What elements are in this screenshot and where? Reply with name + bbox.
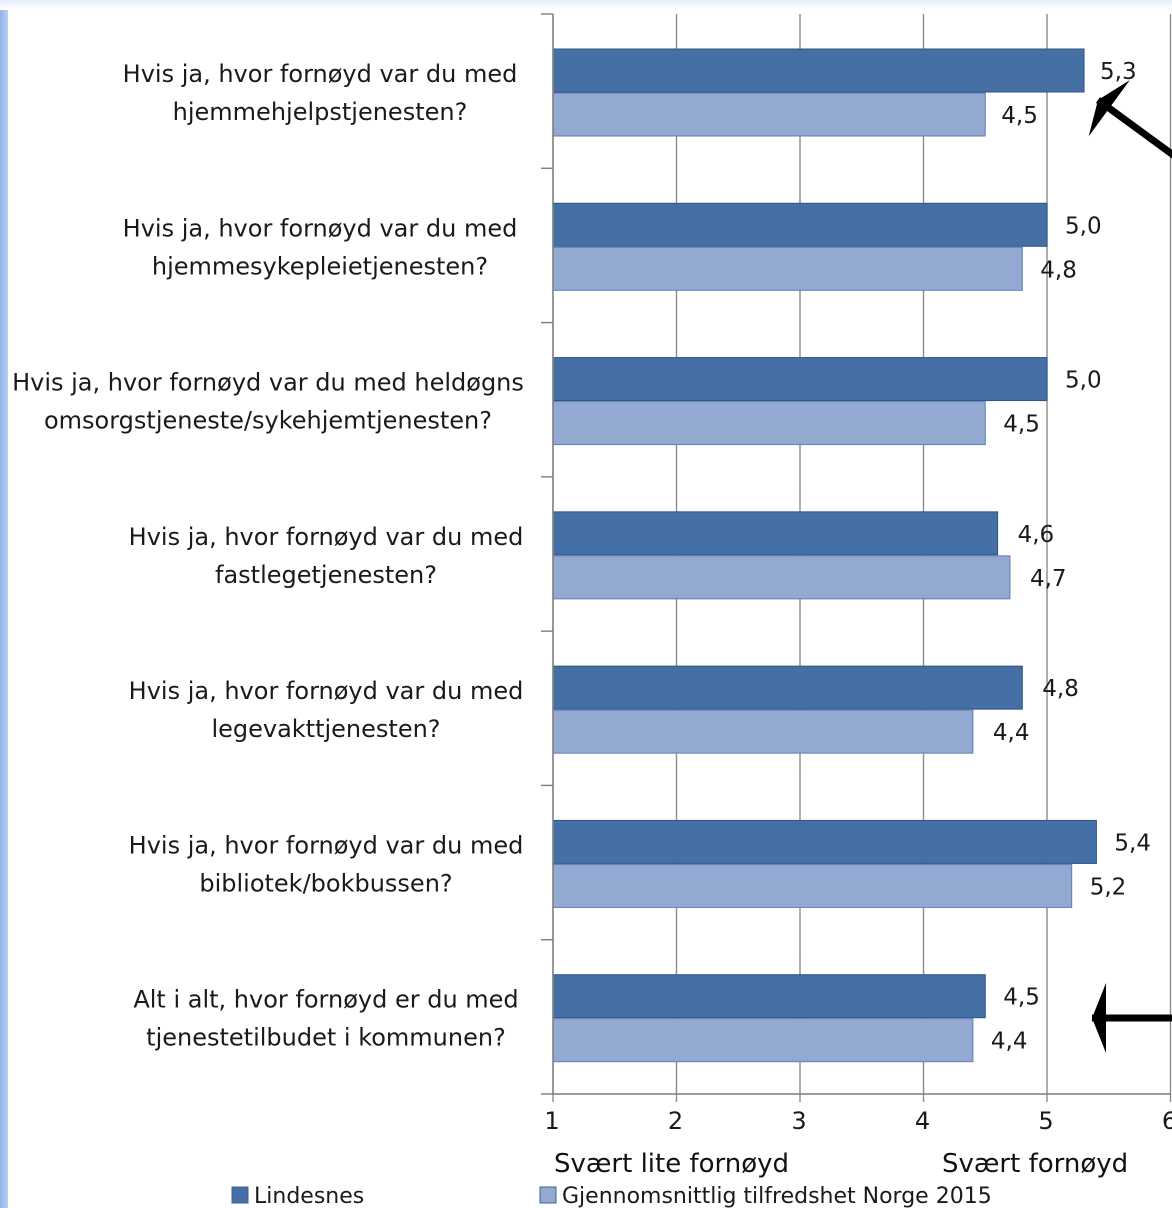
category-label-4-line-2: fastlegetjenesten? bbox=[215, 561, 437, 589]
value-labels: 5,3 4,5 5,0 4,8 5,0 4,5 4,6 4,7 4,8 4,4 5,4 5,2 4,5 4… bbox=[991, 59, 1151, 1055]
annotation-arrows bbox=[1088, 80, 1172, 1053]
legend-label-2: Gjennomsnittlig tilfredshet Norge 2015 bbox=[562, 1184, 992, 1208]
category-label-6-line-2: bibliotek/bokbussen? bbox=[199, 869, 452, 897]
legend: Lindesnes Gjennomsnittlig tilfredshet Nor… bbox=[231, 1184, 992, 1208]
legend-swatch-1 bbox=[231, 1186, 249, 1204]
bar-norge-1 bbox=[552, 92, 986, 137]
bar-norge-6 bbox=[552, 863, 1073, 908]
bar-lindesnes-3 bbox=[552, 357, 1048, 402]
bar-lindesnes-5 bbox=[552, 665, 1023, 710]
bar-lindesnes-1 bbox=[552, 48, 1085, 93]
category-label-3-line-1: Hvis ja, hvor fornøyd var du med heldøgn… bbox=[12, 369, 524, 397]
value-label-norge-2: 4,8 bbox=[1040, 257, 1077, 283]
axes: 1 2 3 4 5 6 bbox=[541, 13, 1172, 1135]
tick-label-2: 2 bbox=[668, 1107, 683, 1135]
left-decor-strip bbox=[0, 0, 8, 1208]
bar-lindesnes-4 bbox=[552, 511, 999, 556]
value-label-norge-7: 4,4 bbox=[991, 1029, 1028, 1055]
arrow-top bbox=[1088, 80, 1172, 159]
category-labels: Hvis ja, hvor fornøyd var du med hjemmehj… bbox=[12, 60, 524, 1052]
category-label-6-line-1: Hvis ja, hvor fornøyd var du med bbox=[129, 831, 524, 859]
category-label-2-line-1: Hvis ja, hvor fornøyd var du med bbox=[123, 214, 518, 242]
scale-notes: Svært lite fornøyd Svært fornøyd bbox=[554, 1149, 1128, 1179]
bar-lindesnes-7 bbox=[552, 974, 986, 1019]
scale-low-label: Svært lite fornøyd bbox=[554, 1149, 789, 1179]
category-label-1-line-2: hjemmehjelpstjenesten? bbox=[173, 98, 468, 126]
value-label-norge-6: 5,2 bbox=[1090, 874, 1127, 900]
bar-norge-7 bbox=[552, 1018, 974, 1063]
bar-norge-2 bbox=[552, 246, 1023, 291]
bar-norge-3 bbox=[552, 401, 986, 446]
bar-lindesnes-6 bbox=[552, 819, 1097, 864]
tick-label-3: 3 bbox=[791, 1107, 806, 1135]
value-label-lindesnes-2: 5,0 bbox=[1065, 213, 1102, 239]
value-label-lindesnes-1: 5,3 bbox=[1100, 59, 1137, 85]
category-label-5-line-2: legevakttjenesten? bbox=[211, 715, 440, 743]
bar-norge-5 bbox=[552, 709, 974, 754]
category-label-3-line-2: omsorgstjeneste/sykehjemtjenesten? bbox=[44, 407, 492, 435]
category-label-1-line-1: Hvis ja, hvor fornøyd var du med bbox=[123, 60, 518, 88]
value-label-norge-3: 4,5 bbox=[1003, 412, 1040, 438]
category-label-7-line-2: tjenestetilbudet i kommunen? bbox=[146, 1024, 506, 1052]
value-label-norge-1: 4,5 bbox=[1001, 103, 1038, 129]
value-label-norge-4: 4,7 bbox=[1030, 566, 1067, 592]
bars bbox=[552, 48, 1097, 1063]
top-decor-strip bbox=[0, 0, 1172, 10]
category-label-4-line-1: Hvis ja, hvor fornøyd var du med bbox=[129, 523, 524, 551]
value-label-lindesnes-4: 4,6 bbox=[1018, 522, 1055, 548]
bar-lindesnes-2 bbox=[552, 202, 1048, 247]
value-label-lindesnes-5: 4,8 bbox=[1042, 676, 1079, 702]
legend-label-1: Lindesnes bbox=[254, 1184, 364, 1208]
tick-label-1: 1 bbox=[544, 1107, 559, 1135]
legend-swatch-2 bbox=[539, 1186, 557, 1204]
value-label-lindesnes-3: 5,0 bbox=[1065, 368, 1102, 394]
tick-label-6: 6 bbox=[1162, 1107, 1172, 1135]
category-label-7-line-1: Alt i alt, hvor fornøyd er du med bbox=[133, 986, 518, 1014]
category-label-2-line-2: hjemmesykepleietjenesten? bbox=[152, 252, 488, 280]
value-label-lindesnes-6: 5,4 bbox=[1114, 830, 1151, 856]
scale-high-label: Svært fornøyd bbox=[942, 1149, 1128, 1179]
value-label-lindesnes-7: 4,5 bbox=[1003, 985, 1040, 1011]
bar-norge-4 bbox=[552, 555, 1011, 600]
tick-label-5: 5 bbox=[1038, 1107, 1053, 1135]
category-label-5-line-1: Hvis ja, hvor fornøyd var du med bbox=[129, 677, 524, 705]
value-label-norge-5: 4,4 bbox=[993, 720, 1030, 746]
tick-label-4: 4 bbox=[915, 1107, 930, 1135]
